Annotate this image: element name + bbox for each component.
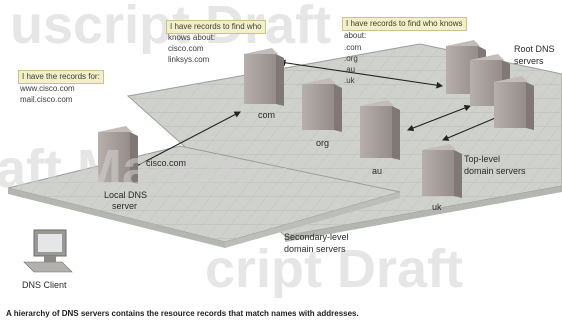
com-server-line: linksys.com (168, 55, 210, 64)
root-servers-label: servers (514, 56, 544, 66)
dns-client-computer (23, 229, 73, 273)
server-uk (422, 144, 462, 198)
server-com (244, 48, 284, 106)
root-server-line: .au (344, 65, 356, 74)
secondary-level-label: Secondary-level (284, 232, 349, 242)
com-server-callout: I have records to find who (166, 20, 266, 34)
secondary-level-label: domain servers (284, 244, 346, 254)
local-dns-label: server (112, 201, 138, 211)
figure-caption: A hierarchy of DNS servers contains the … (6, 309, 359, 318)
top-level-label: Top-level (464, 154, 501, 164)
cisco-label: cisco.com (146, 158, 187, 168)
server-au (360, 100, 400, 160)
local-records-line: mail.cisco.com (20, 95, 73, 104)
com-server-line: knows about: (168, 33, 216, 42)
root-server-line: .com (344, 43, 362, 52)
local-records-callout: I have the records for: (18, 70, 104, 84)
local-records-line: www.cisco.com (20, 84, 75, 93)
root-server-line: .org (344, 54, 358, 63)
server-cisco-local (98, 126, 138, 184)
local-dns-label: Local DNS (104, 190, 148, 200)
query-arrows (124, 59, 502, 173)
com-label: com (258, 110, 276, 120)
com-server-line: cisco.com (168, 44, 204, 53)
server-root-3 (494, 76, 534, 130)
dns-client-label: DNS Client (22, 280, 67, 290)
server-org (302, 78, 342, 132)
root-servers-label: Root DNS (514, 44, 555, 54)
root-server-callout: I have records to find who knows (342, 17, 467, 31)
org-label: org (316, 138, 330, 148)
au-label: au (372, 166, 383, 176)
top-level-label: domain servers (464, 166, 526, 176)
root-server-line: about: (344, 31, 367, 40)
uk-label: uk (432, 202, 442, 212)
root-server-line: .uk (344, 76, 355, 85)
